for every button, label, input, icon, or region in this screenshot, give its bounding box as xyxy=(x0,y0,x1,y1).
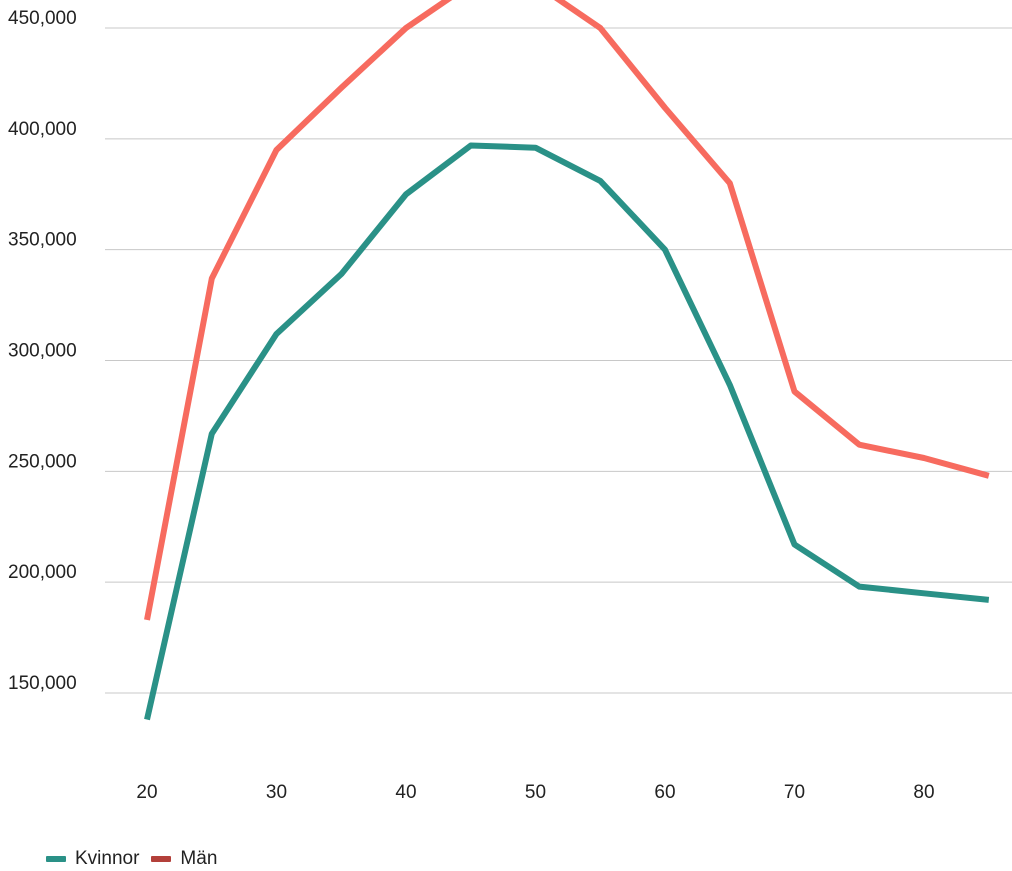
x-tick-label: 40 xyxy=(395,782,416,803)
series-line-kvinnor xyxy=(144,142,990,721)
legend-label-man: Män xyxy=(180,848,218,869)
y-tick-label: 300,000 xyxy=(8,341,77,362)
legend-swatch-man xyxy=(151,856,172,862)
x-axis-ticks: 20 30 40 50 60 70 80 xyxy=(136,782,934,803)
legend-item-man[interactable]: Män xyxy=(151,848,217,870)
series-line-man xyxy=(144,0,990,621)
y-tick-label: 150,000 xyxy=(8,673,77,694)
legend: Kvinnor Män xyxy=(46,848,229,870)
x-tick-label: 70 xyxy=(784,782,805,803)
y-tick-label: 400,000 xyxy=(8,119,77,140)
series-lines xyxy=(144,0,990,721)
legend-label-kvinnor: Kvinnor xyxy=(75,848,140,869)
x-tick-label: 80 xyxy=(913,782,934,803)
y-tick-label: 200,000 xyxy=(8,562,77,583)
line-chart: 150,000 200,000 250,000 300,000 350,000 400,0… xyxy=(8,0,1012,803)
x-tick-label: 20 xyxy=(136,782,157,803)
y-tick-label: 450,000 xyxy=(8,8,77,29)
x-tick-label: 60 xyxy=(654,782,675,803)
y-axis-ticks: 150,000 200,000 250,000 300,000 350,000 400,0… xyxy=(8,8,77,694)
y-tick-label: 250,000 xyxy=(8,451,77,472)
legend-item-kvinnor[interactable]: Kvinnor xyxy=(46,848,139,870)
x-tick-label: 30 xyxy=(266,782,287,803)
gridlines xyxy=(105,27,1012,694)
legend-swatch-kvinnor xyxy=(46,856,66,862)
y-tick-label: 350,000 xyxy=(8,230,77,251)
x-tick-label: 50 xyxy=(525,782,546,803)
